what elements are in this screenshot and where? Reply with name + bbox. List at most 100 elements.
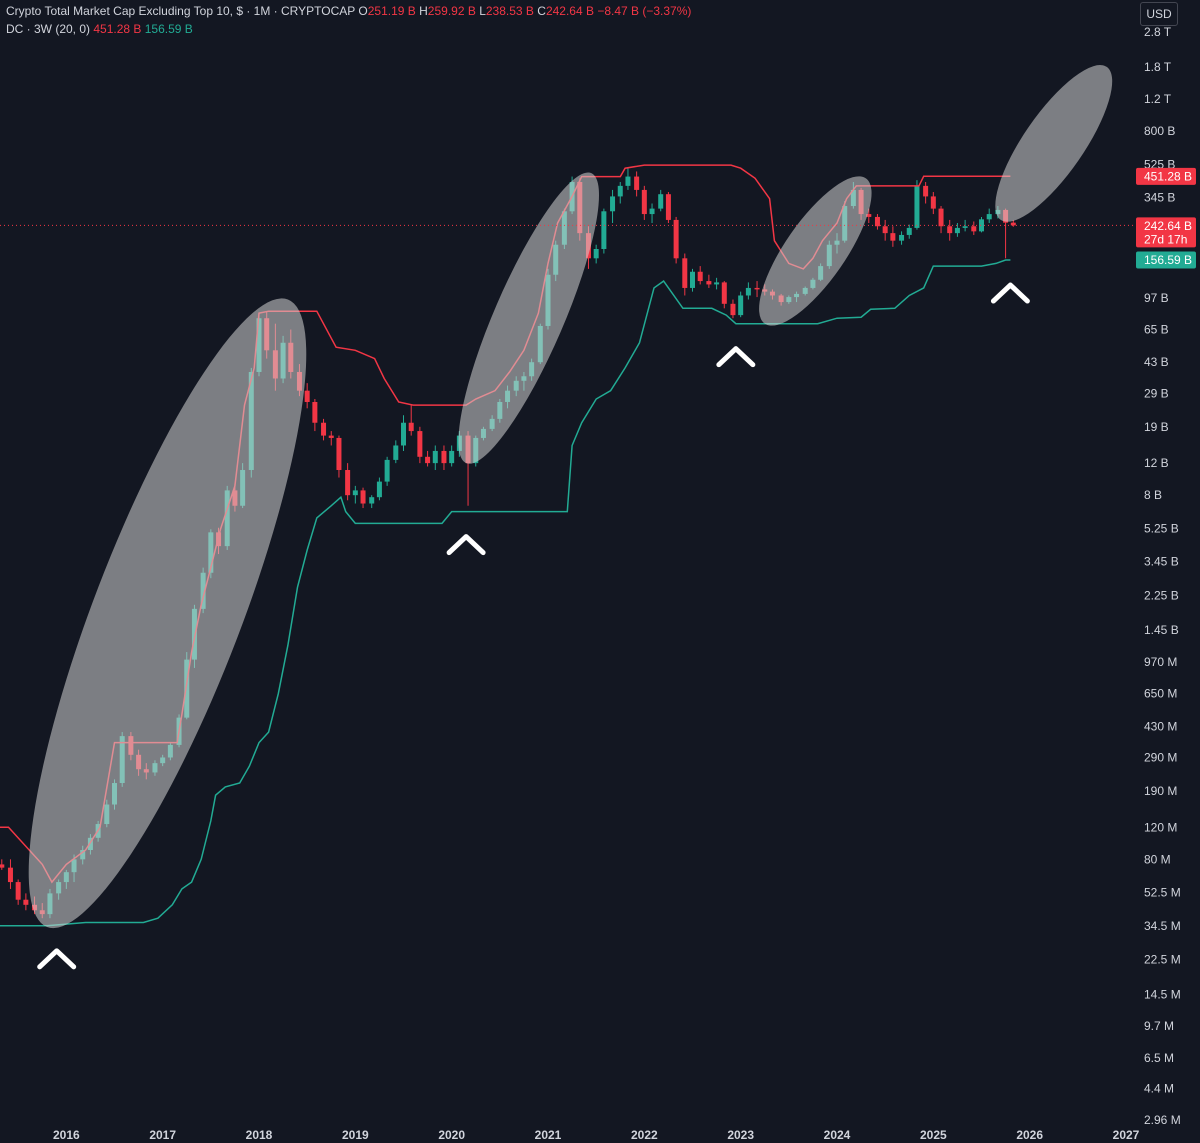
dc-upper-value: 451.28 B	[93, 22, 142, 36]
y-tick-label: 190 M	[1144, 784, 1177, 798]
candle-body	[706, 281, 712, 285]
y-tick-label: 97 B	[1144, 291, 1169, 305]
candle-body	[336, 437, 342, 471]
close-value: 242.64 B	[545, 4, 594, 18]
candle-body	[7, 867, 13, 883]
currency-button[interactable]: USD	[1140, 2, 1178, 26]
y-tick-label: 8 B	[1144, 488, 1162, 502]
indicator-legend[interactable]: DC · 3W (20, 0) 451.28 B 156.59 B	[6, 22, 193, 36]
up-arrow-marker	[37, 948, 77, 970]
y-tick-label: 345 B	[1144, 191, 1175, 205]
y-tick-label: 29 B	[1144, 386, 1169, 400]
candle-body	[1010, 222, 1016, 226]
y-tick-label: 430 M	[1144, 719, 1177, 733]
y-tick-label: 34.5 M	[1144, 919, 1181, 933]
candle-body	[899, 234, 905, 241]
indicator-title: DC · 3W (20, 0)	[6, 22, 91, 36]
candle-body	[15, 882, 21, 900]
candle-body	[890, 233, 896, 241]
y-tick-label: 1.8 T	[1144, 60, 1172, 74]
y-tick-label: 52.5 M	[1144, 886, 1181, 900]
highlight-ellipse	[995, 65, 1113, 222]
open-key: O	[358, 4, 368, 18]
x-tick-label: 2027	[1113, 1128, 1140, 1142]
x-tick-label: 2024	[824, 1128, 851, 1142]
y-tick-label: 14.5 M	[1144, 987, 1181, 1001]
dc-lower-value: 156.59 B	[144, 22, 193, 36]
price-badge-label: 451.28 B	[1144, 169, 1192, 183]
y-tick-label: 22.5 M	[1144, 953, 1181, 967]
candle-body	[449, 450, 455, 464]
highlight-ellipse	[759, 176, 872, 326]
candle-body	[690, 271, 695, 288]
candle-body	[432, 450, 438, 464]
candle-body	[23, 899, 29, 905]
candle-body	[754, 287, 760, 290]
candle-body	[441, 450, 447, 464]
candle-body	[352, 490, 358, 496]
change-value: −8.47 B (−3.37%)	[597, 4, 692, 18]
candle-body	[979, 219, 984, 232]
candle-body	[408, 422, 414, 432]
symbol-legend[interactable]: Crypto Total Market Cap Excluding Top 10…	[6, 4, 691, 18]
y-tick-label: 12 B	[1144, 456, 1169, 470]
candle-body	[914, 185, 920, 228]
candle-body	[986, 214, 992, 220]
candle-body	[954, 227, 960, 234]
y-tick-label: 650 M	[1144, 687, 1177, 701]
candle-body	[321, 422, 327, 436]
x-tick-label: 2025	[920, 1128, 947, 1142]
candle-body	[866, 214, 872, 217]
high-value: 259.92 B	[427, 4, 476, 18]
candle-body	[658, 194, 664, 209]
candle-body	[393, 445, 399, 460]
highlight-ellipse	[458, 172, 600, 464]
y-tick-label: 800 B	[1144, 124, 1175, 138]
candle-body	[682, 258, 688, 288]
highlight-ellipse	[28, 298, 307, 929]
price-badge	[1136, 251, 1196, 269]
candle-body	[906, 227, 912, 235]
candle-body	[625, 176, 631, 186]
candle-body	[641, 189, 647, 215]
candle-body	[874, 216, 880, 227]
candle-body	[376, 481, 382, 498]
y-tick-label: 2.8 T	[1144, 25, 1172, 39]
candle-body	[304, 390, 310, 402]
price-badge-label: 242.64 B	[1144, 219, 1192, 233]
up-arrow-marker	[446, 534, 486, 556]
candle-body	[593, 249, 599, 259]
candle-body	[882, 226, 888, 234]
candle-body	[634, 176, 640, 190]
price-badge	[1136, 217, 1196, 248]
up-arrow-marker	[990, 282, 1030, 304]
highlights-layer	[28, 65, 1113, 929]
high-key: H	[419, 4, 428, 18]
y-tick-label: 43 B	[1144, 355, 1169, 369]
x-tick-label: 2016	[53, 1128, 80, 1142]
y-tick-label: 1.2 T	[1144, 92, 1172, 106]
candle-body	[971, 226, 977, 232]
y-tick-label: 1.45 B	[1144, 623, 1179, 637]
candle-body	[369, 497, 375, 504]
candle-body	[649, 208, 655, 215]
y-tick-label: 19 B	[1144, 420, 1169, 434]
candle-body	[345, 470, 351, 496]
y-tick-label: 290 M	[1144, 750, 1177, 764]
up-arrow-marker	[716, 346, 756, 368]
candle-body	[360, 490, 366, 504]
x-axis[interactable]: 2016 2017 2018 2019 2020 2021 2022 2023 2024 2025…	[53, 1128, 1140, 1142]
candle-body	[962, 226, 968, 228]
dc-lower-line	[0, 259, 1011, 927]
low-value: 238.53 B	[485, 4, 534, 18]
candle-body	[610, 196, 616, 212]
candle-body	[417, 431, 423, 457]
candle-body	[930, 196, 936, 209]
y-tick-label: 65 B	[1144, 323, 1169, 337]
y-tick-label: 2.96 M	[1144, 1113, 1181, 1127]
candle-body	[738, 295, 744, 316]
candle-body	[665, 194, 671, 220]
